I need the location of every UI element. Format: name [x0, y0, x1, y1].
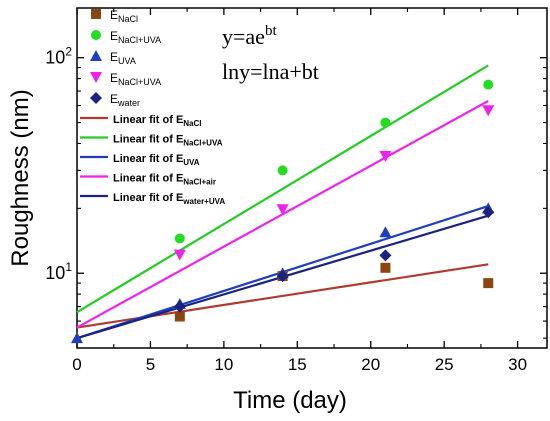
- legend-fit-label-2-sub: NaCl+UVA: [183, 139, 222, 148]
- x-axis-title: Time (day): [233, 387, 347, 414]
- legend-fit-label-1: Linear fit of ENaCl: [113, 114, 202, 128]
- legend-marker-5: [90, 92, 102, 104]
- data-point-s5-2: [276, 270, 289, 283]
- legend-label-5-main: E: [110, 92, 118, 106]
- data-point-s2-3: [380, 117, 391, 128]
- y-tick-base: 10: [45, 48, 65, 68]
- x-tick-label: 15: [288, 355, 307, 374]
- y-tick-exponent: 1: [65, 260, 72, 274]
- data-point-s1-1: [174, 311, 185, 322]
- legend-fit-label-3-sub: UVA: [183, 158, 200, 167]
- legend-label-5: Ewater: [110, 92, 140, 108]
- plot-frame: [76, 7, 548, 349]
- legend-marker-4: [90, 72, 102, 83]
- data-point-s4-4: [482, 105, 495, 117]
- x-tick-label: 0: [72, 355, 81, 374]
- data-point-s4-3: [379, 150, 392, 162]
- legend-label-4-main: E: [110, 71, 118, 85]
- data-point-s1-3: [380, 262, 391, 273]
- x-tick-label: 5: [146, 355, 155, 374]
- legend-label-2: ENaCl+UVA: [110, 29, 161, 45]
- legend-fit-label-4-main: Linear fit of E: [113, 173, 183, 185]
- data-point-s3-1: [71, 332, 83, 344]
- y-tick-label: 101: [45, 260, 72, 283]
- legend-marker-2: [91, 30, 101, 40]
- legend-label-2-sub: NaCl+UVA: [118, 35, 161, 45]
- x-tick-label: 25: [435, 355, 454, 374]
- legend-label-1: ENaCl: [110, 8, 138, 24]
- equation-exponential-main: y=ae: [222, 24, 265, 49]
- legend-fit-label-4-sub: NaCl+air: [183, 178, 216, 187]
- data-point-s5-1: [173, 300, 186, 313]
- legend-fit-label-1-sub: NaCl: [183, 119, 201, 128]
- legend-fit-label-1-main: Linear fit of E: [113, 114, 183, 126]
- legend-label-3: EUVA: [110, 50, 136, 66]
- equation-exponential-sup: bt: [265, 23, 278, 39]
- fit-line-2: [76, 64, 489, 314]
- legend-fit-label-4: Linear fit of ENaCl+air: [113, 173, 216, 187]
- x-tick-label: 30: [508, 355, 527, 374]
- legend-label-5-sub: water: [117, 98, 140, 108]
- legend-label-1-sub: NaCl: [118, 14, 138, 24]
- x-tick-label: 10: [214, 355, 233, 374]
- data-point-s4-1: [173, 249, 186, 261]
- legend-fit-label-5-main: Linear fit of E: [113, 192, 183, 204]
- legend-label-1-main: E: [110, 8, 118, 22]
- data-point-s2-2: [277, 165, 288, 176]
- y-tick-base: 10: [45, 263, 65, 283]
- legend: ENaClENaCl+UVAEUVAENaCl+UVAEwaterLinear …: [80, 8, 225, 206]
- legend-fit-label-5-sub: water+UVA: [182, 197, 225, 206]
- legend-fit-label-5: Linear fit of Ewater+UVA: [113, 192, 225, 206]
- data-point-s1-4: [483, 278, 494, 289]
- legend-label-4-sub: NaCl+UVA: [118, 77, 161, 87]
- y-axis-title: Roughness (nm): [7, 89, 34, 266]
- legend-label-3-sub: UVA: [118, 56, 136, 66]
- legend-label-3-main: E: [110, 50, 118, 64]
- y-tick-label: 102: [45, 45, 72, 68]
- data-points-group: [71, 79, 495, 344]
- legend-label-4: ENaCl+UVA: [110, 71, 161, 87]
- y-tick-exponent: 2: [65, 45, 72, 59]
- data-point-s4-2: [276, 204, 289, 216]
- equation-log: lny=lna+bt: [222, 59, 319, 84]
- data-point-s3-4: [379, 226, 392, 238]
- data-point-s5-4: [482, 206, 495, 219]
- legend-fit-label-3: Linear fit of EUVA: [113, 153, 200, 167]
- legend-marker-1: [91, 9, 101, 19]
- legend-fit-label-2: Linear fit of ENaCl+UVA: [113, 134, 223, 148]
- x-tick-label: 20: [361, 355, 380, 374]
- data-point-s2-4: [483, 79, 494, 90]
- legend-fit-label-2-main: Linear fit of E: [113, 134, 183, 146]
- legend-fit-label-3-main: Linear fit of E: [113, 153, 183, 165]
- data-point-s5-3: [379, 249, 392, 262]
- equation-exponential: y=aebt: [222, 23, 277, 49]
- legend-marker-3: [90, 50, 102, 61]
- data-point-s2-1: [174, 233, 185, 244]
- legend-label-2-main: E: [110, 29, 118, 43]
